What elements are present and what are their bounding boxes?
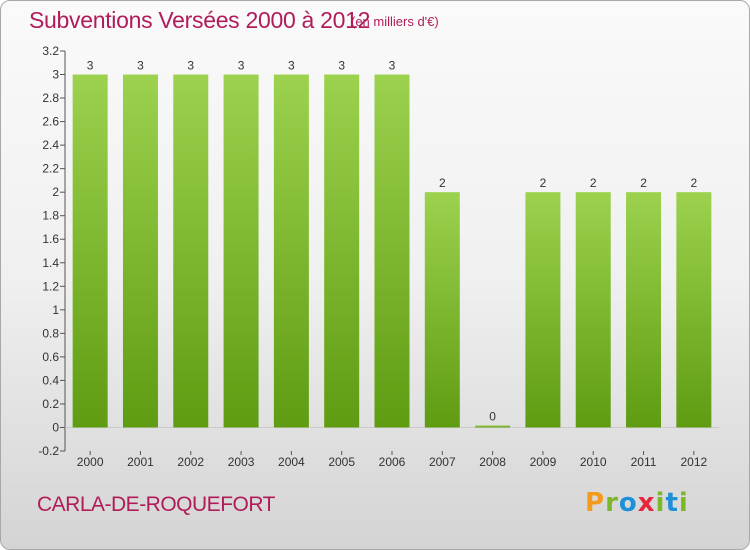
bar-2009 xyxy=(525,192,561,428)
bar-2003 xyxy=(223,74,259,428)
y-tick-label: 0.6 xyxy=(42,350,59,364)
bar-2005 xyxy=(324,74,360,428)
bar-2008 xyxy=(475,425,511,428)
y-tick-label: 1.6 xyxy=(42,232,59,246)
y-tick-label: 2.8 xyxy=(42,91,59,105)
data-label: 3 xyxy=(87,59,94,73)
bar-2000 xyxy=(72,74,108,428)
data-label: 2 xyxy=(691,176,698,190)
bar-2004 xyxy=(273,74,309,428)
x-tick-label: 2006 xyxy=(379,455,406,469)
commune-name: CARLA-DE-ROQUEFORT xyxy=(37,493,275,516)
data-label: 2 xyxy=(439,176,446,190)
y-tick-label: 2.4 xyxy=(42,138,59,152)
logo-letter: t xyxy=(665,488,679,518)
y-tick-label: 1.2 xyxy=(42,279,59,293)
y-tick-label: 0.2 xyxy=(42,397,59,411)
proxiti-logo[interactable]: Proxiti xyxy=(585,488,689,518)
x-tick-label: 2011 xyxy=(631,455,657,469)
chart-unit: (en milliers d'€) xyxy=(351,14,439,29)
bar-2007 xyxy=(424,192,460,428)
x-tick-label: 2002 xyxy=(177,455,204,469)
x-tick-label: 2004 xyxy=(278,455,305,469)
x-tick-label: 2003 xyxy=(228,455,255,469)
data-label: 0 xyxy=(489,409,496,423)
data-label: 3 xyxy=(137,59,144,73)
data-label: 3 xyxy=(338,59,345,73)
bar-2011 xyxy=(626,192,662,428)
y-tick-label: 1.4 xyxy=(42,256,59,270)
x-tick-label: 2007 xyxy=(429,455,456,469)
x-tick-label: 2009 xyxy=(530,455,557,469)
y-tick-label: 0 xyxy=(52,420,59,434)
bar-2012 xyxy=(676,192,712,428)
y-tick-label: 1.8 xyxy=(42,209,59,223)
y-tick-label: 1 xyxy=(52,303,59,317)
logo-letter: i xyxy=(655,488,666,518)
data-label: 3 xyxy=(238,59,245,73)
x-tick-label: 2000 xyxy=(77,455,104,469)
y-tick-label: 0.8 xyxy=(42,326,59,340)
x-tick-label: 2010 xyxy=(580,455,607,469)
data-label: 2 xyxy=(640,176,647,190)
bar-2010 xyxy=(575,192,611,428)
data-label: 3 xyxy=(288,59,295,73)
logo-letter: o xyxy=(618,488,638,518)
bar-2006 xyxy=(374,74,410,428)
y-tick-label: -0.2 xyxy=(38,444,59,458)
data-label: 2 xyxy=(590,176,597,190)
x-tick-label: 2005 xyxy=(328,455,355,469)
y-tick-label: 2.6 xyxy=(42,115,59,129)
logo-letter: P xyxy=(585,488,606,518)
bar-2001 xyxy=(122,74,158,428)
y-tick-label: 3.2 xyxy=(42,44,59,58)
bar-2002 xyxy=(173,74,209,428)
chart-title: Subventions Versées 2000 à 2012 xyxy=(29,7,371,33)
data-label: 3 xyxy=(187,59,194,73)
y-tick-label: 0.4 xyxy=(42,373,59,387)
x-tick-label: 2008 xyxy=(479,455,506,469)
x-tick-label: 2012 xyxy=(680,455,707,469)
logo-letter: i xyxy=(678,488,689,518)
x-tick-label: 2001 xyxy=(127,455,154,469)
data-label: 3 xyxy=(389,59,396,73)
y-tick-label: 3 xyxy=(52,68,59,82)
data-label: 2 xyxy=(540,176,547,190)
logo-letter: x xyxy=(637,488,656,518)
y-tick-label: 2 xyxy=(52,185,59,199)
y-tick-label: 2.2 xyxy=(42,162,59,176)
logo-letter: r xyxy=(605,488,619,518)
